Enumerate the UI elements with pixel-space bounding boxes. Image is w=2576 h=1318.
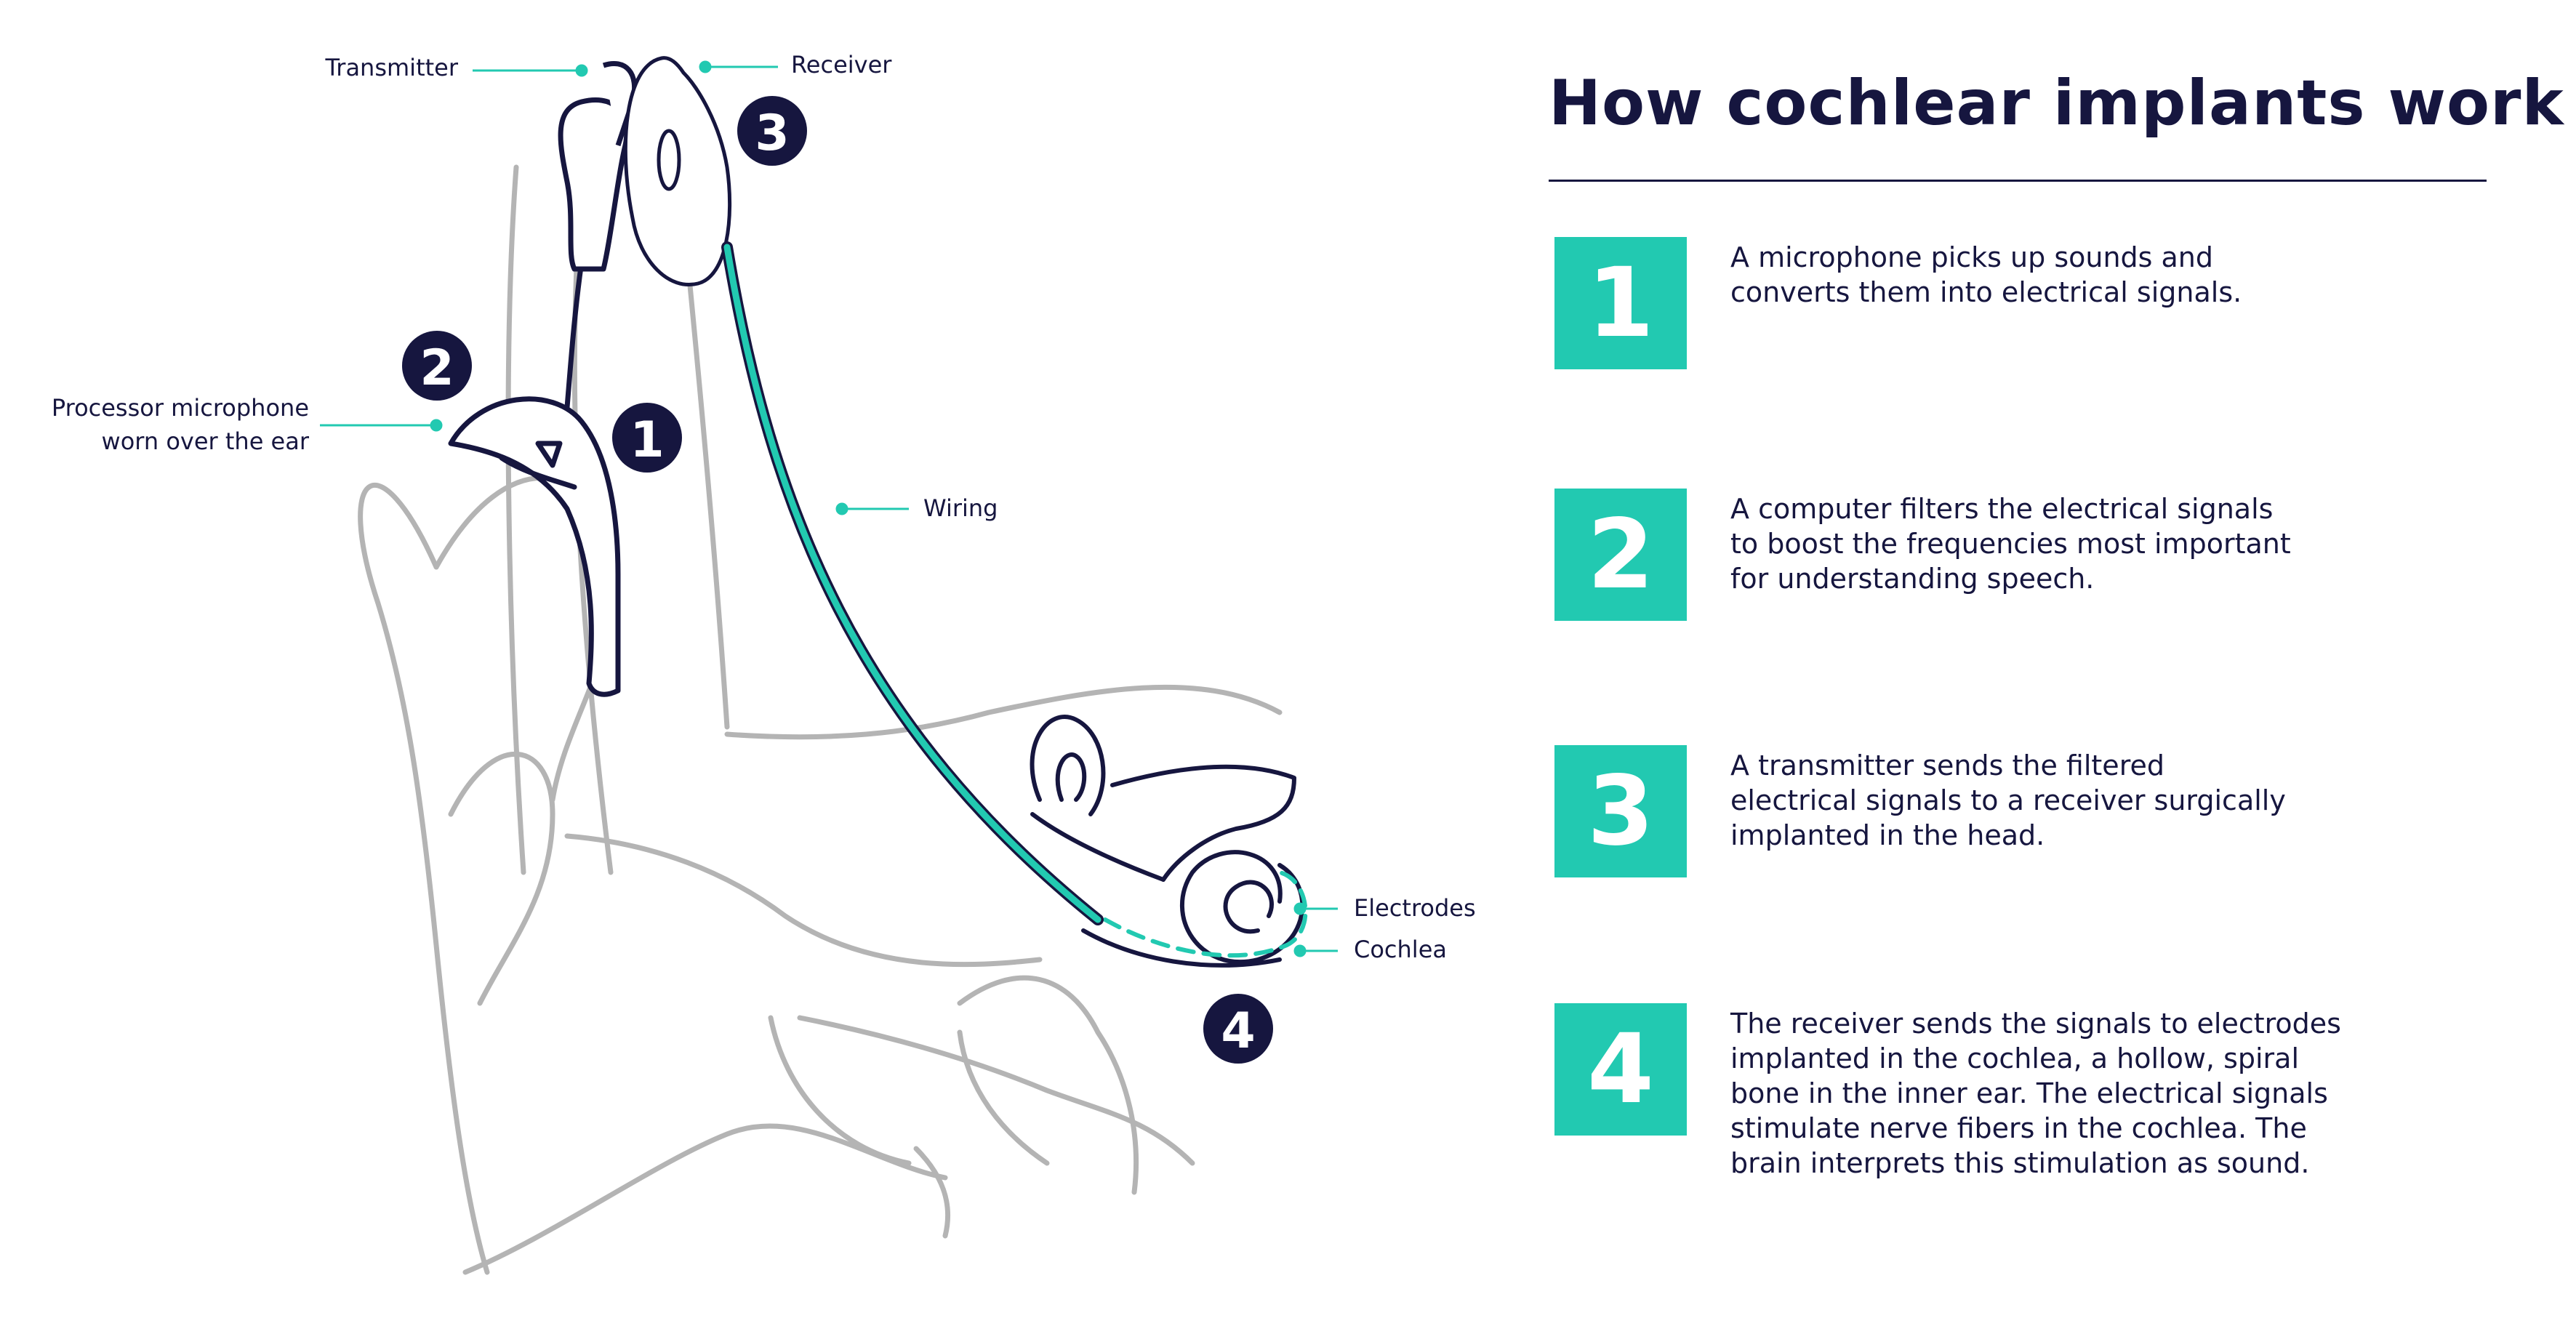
processor-device [448,396,621,697]
marker-3: 3 [737,96,807,166]
step-4-number: 4 [1587,1013,1654,1125]
step-2-number-box: 2 [1554,489,1687,621]
marker-2-number: 2 [420,339,454,397]
step-3: 3 A transmitter sends the filtered elect… [1554,745,2500,883]
wiring-cable-fill [723,244,1102,923]
marker-3-number: 3 [755,105,789,162]
step-2: 2 A computer filters the electrical sign… [1554,489,2500,627]
electrode-lead-end [1081,928,1282,968]
label-receiver: Receiver [791,51,892,79]
ear-implant-diagram: 1 2 3 4 [320,56,1338,1275]
step-3-number: 3 [1587,755,1654,867]
step-3-description: A transmitter sends the filtered electri… [1730,750,2286,851]
electrode-array [1103,870,1308,958]
label-processor-line1: Processor microphone [51,394,309,422]
step-2-description: A computer filters the electrical signal… [1730,493,2291,595]
marker-1-number: 1 [630,411,664,469]
step-1-description: A microphone picks up sounds and convert… [1730,241,2242,308]
step-4-number-box: 4 [1554,1003,1687,1136]
step-3-number-box: 3 [1554,745,1687,877]
label-electrodes: Electrodes [1354,894,1476,922]
inner-ear [1030,715,1296,882]
step-1-number: 1 [1587,247,1654,359]
step-4-description: The receiver sends the signals to electr… [1730,1008,2341,1179]
page-title: How cochlear implants work [1549,67,2564,140]
transmitter-cable [564,259,585,410]
marker-4-number: 4 [1221,1002,1255,1060]
marker-2: 2 [402,331,472,401]
step-2-number: 2 [1587,499,1654,611]
label-transmitter: Transmitter [325,54,458,81]
leader-lines [320,60,1338,957]
marker-1: 1 [612,403,682,473]
transmitter-device [558,60,638,272]
step-1-number-box: 1 [1554,237,1687,369]
ear-outline [358,142,1283,1275]
step-1: 1 A microphone picks up sounds and conve… [1554,237,2500,375]
receiver-device [623,56,732,286]
label-cochlea: Cochlea [1354,936,1447,963]
title-divider [1549,180,2487,182]
label-processor-line2: worn over the ear [101,427,309,455]
label-wiring: Wiring [923,494,998,522]
step-4: 4 The receiver sends the signals to elec… [1554,1003,2500,1179]
marker-4: 4 [1203,994,1273,1064]
cochlea-spiral [1179,850,1305,965]
